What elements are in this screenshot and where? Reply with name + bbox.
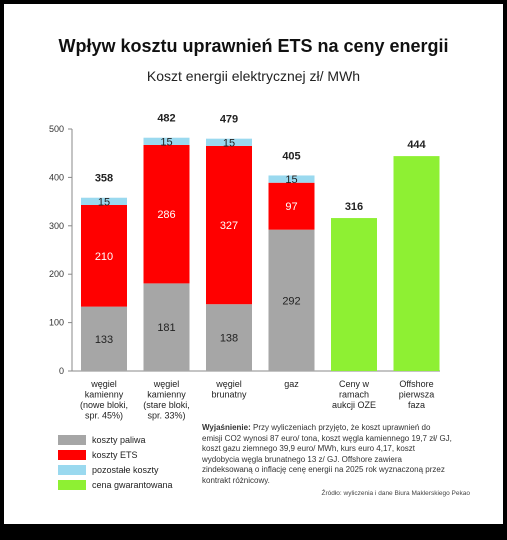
- category-label: węgiel: [153, 379, 180, 389]
- explanation-text: Przy wyliczeniach przyjęto, że koszt upr…: [202, 423, 452, 485]
- chart-subtitle: Koszt energii elektrycznej zł/ MWh: [146, 68, 361, 84]
- category-label: spr. 33%): [147, 411, 185, 421]
- legend-label: pozostałe koszty: [92, 464, 159, 475]
- category-label: brunatny: [211, 390, 247, 400]
- segment-label: 15: [160, 136, 172, 148]
- y-tick-label: 500: [49, 124, 64, 134]
- explanation-note: Wyjaśnienie: Przy wyliczeniach przyjęto,…: [202, 423, 452, 486]
- segment-label: 15: [285, 174, 297, 186]
- category-label: węgiel: [90, 379, 117, 389]
- legend-item: pozostałe koszty: [58, 462, 198, 477]
- bar-segment: [331, 218, 377, 371]
- bar-segment: [393, 156, 440, 371]
- bar-segment: [268, 175, 315, 183]
- y-tick-label: 100: [49, 318, 64, 328]
- legend-swatch: [58, 464, 86, 475]
- source-note: Źródło: wyliczenia i dane Biura Maklersk…: [321, 490, 471, 497]
- explanation-label: Wyjaśnienie:: [202, 423, 251, 432]
- total-label: 444: [407, 139, 426, 151]
- y-tick-label: 0: [59, 366, 64, 376]
- segment-label: 133: [95, 334, 113, 346]
- bar-segment: [143, 283, 190, 371]
- category-label: Ceny w: [339, 379, 370, 389]
- category-label: aukcji OZE: [332, 400, 376, 410]
- total-label: 405: [282, 150, 300, 162]
- category-label: faza: [408, 400, 425, 410]
- bar-segment: [81, 306, 127, 371]
- category-label: ramach: [339, 390, 369, 400]
- legend: koszty paliwa koszty ETS pozostałe koszty c…: [58, 432, 198, 492]
- category-label: węgiel: [215, 379, 242, 389]
- y-tick-label: 300: [49, 221, 64, 231]
- bar-segment: [143, 137, 190, 145]
- category-label: kamienny: [147, 390, 186, 400]
- legend-swatch: [58, 434, 86, 445]
- bar-segment: [81, 204, 127, 307]
- category-label: Offshore: [399, 379, 433, 389]
- legend-item: koszty paliwa: [58, 432, 198, 447]
- legend-label: cena gwarantowana: [92, 479, 173, 490]
- segment-label: 15: [98, 196, 110, 208]
- legend-item: cena gwarantowana: [58, 477, 198, 492]
- segment-label: 292: [282, 295, 300, 307]
- legend-label: koszty paliwa: [92, 434, 146, 445]
- total-label: 316: [345, 201, 363, 213]
- segment-label: 15: [223, 137, 235, 149]
- segment-label: 138: [220, 333, 238, 345]
- category-label: (stare bloki,: [143, 400, 190, 410]
- bar-segment: [268, 182, 315, 230]
- category-label: pierwsza: [399, 390, 435, 400]
- bar-segment: [206, 138, 252, 146]
- y-tick-label: 200: [49, 269, 64, 279]
- segment-label: 327: [220, 220, 238, 232]
- segment-label: 210: [95, 251, 113, 263]
- category-label: (nowe bloki,: [80, 400, 128, 410]
- bottom-bar: [0, 524, 507, 540]
- legend-swatch: [58, 449, 86, 460]
- category-label: gaz: [284, 379, 299, 389]
- legend-label: koszty ETS: [92, 449, 138, 460]
- bar-segment: [143, 144, 190, 284]
- segment-label: 97: [285, 201, 297, 213]
- bar-segment: [206, 145, 252, 305]
- chart-title: Wpływ kosztu uprawnień ETS na ceny energ…: [58, 36, 449, 56]
- total-label: 358: [95, 173, 113, 185]
- segment-label: 286: [157, 209, 175, 221]
- y-tick-label: 400: [49, 172, 64, 182]
- bar-segment: [268, 229, 315, 371]
- segment-label: 181: [157, 322, 175, 334]
- legend-swatch: [58, 479, 86, 490]
- category-label: spr. 45%): [85, 411, 123, 421]
- total-label: 482: [157, 113, 175, 125]
- legend-item: koszty ETS: [58, 447, 198, 462]
- category-label: kamienny: [85, 390, 124, 400]
- bar-segment: [206, 304, 252, 371]
- bar-segment: [81, 197, 127, 205]
- total-label: 479: [220, 114, 238, 126]
